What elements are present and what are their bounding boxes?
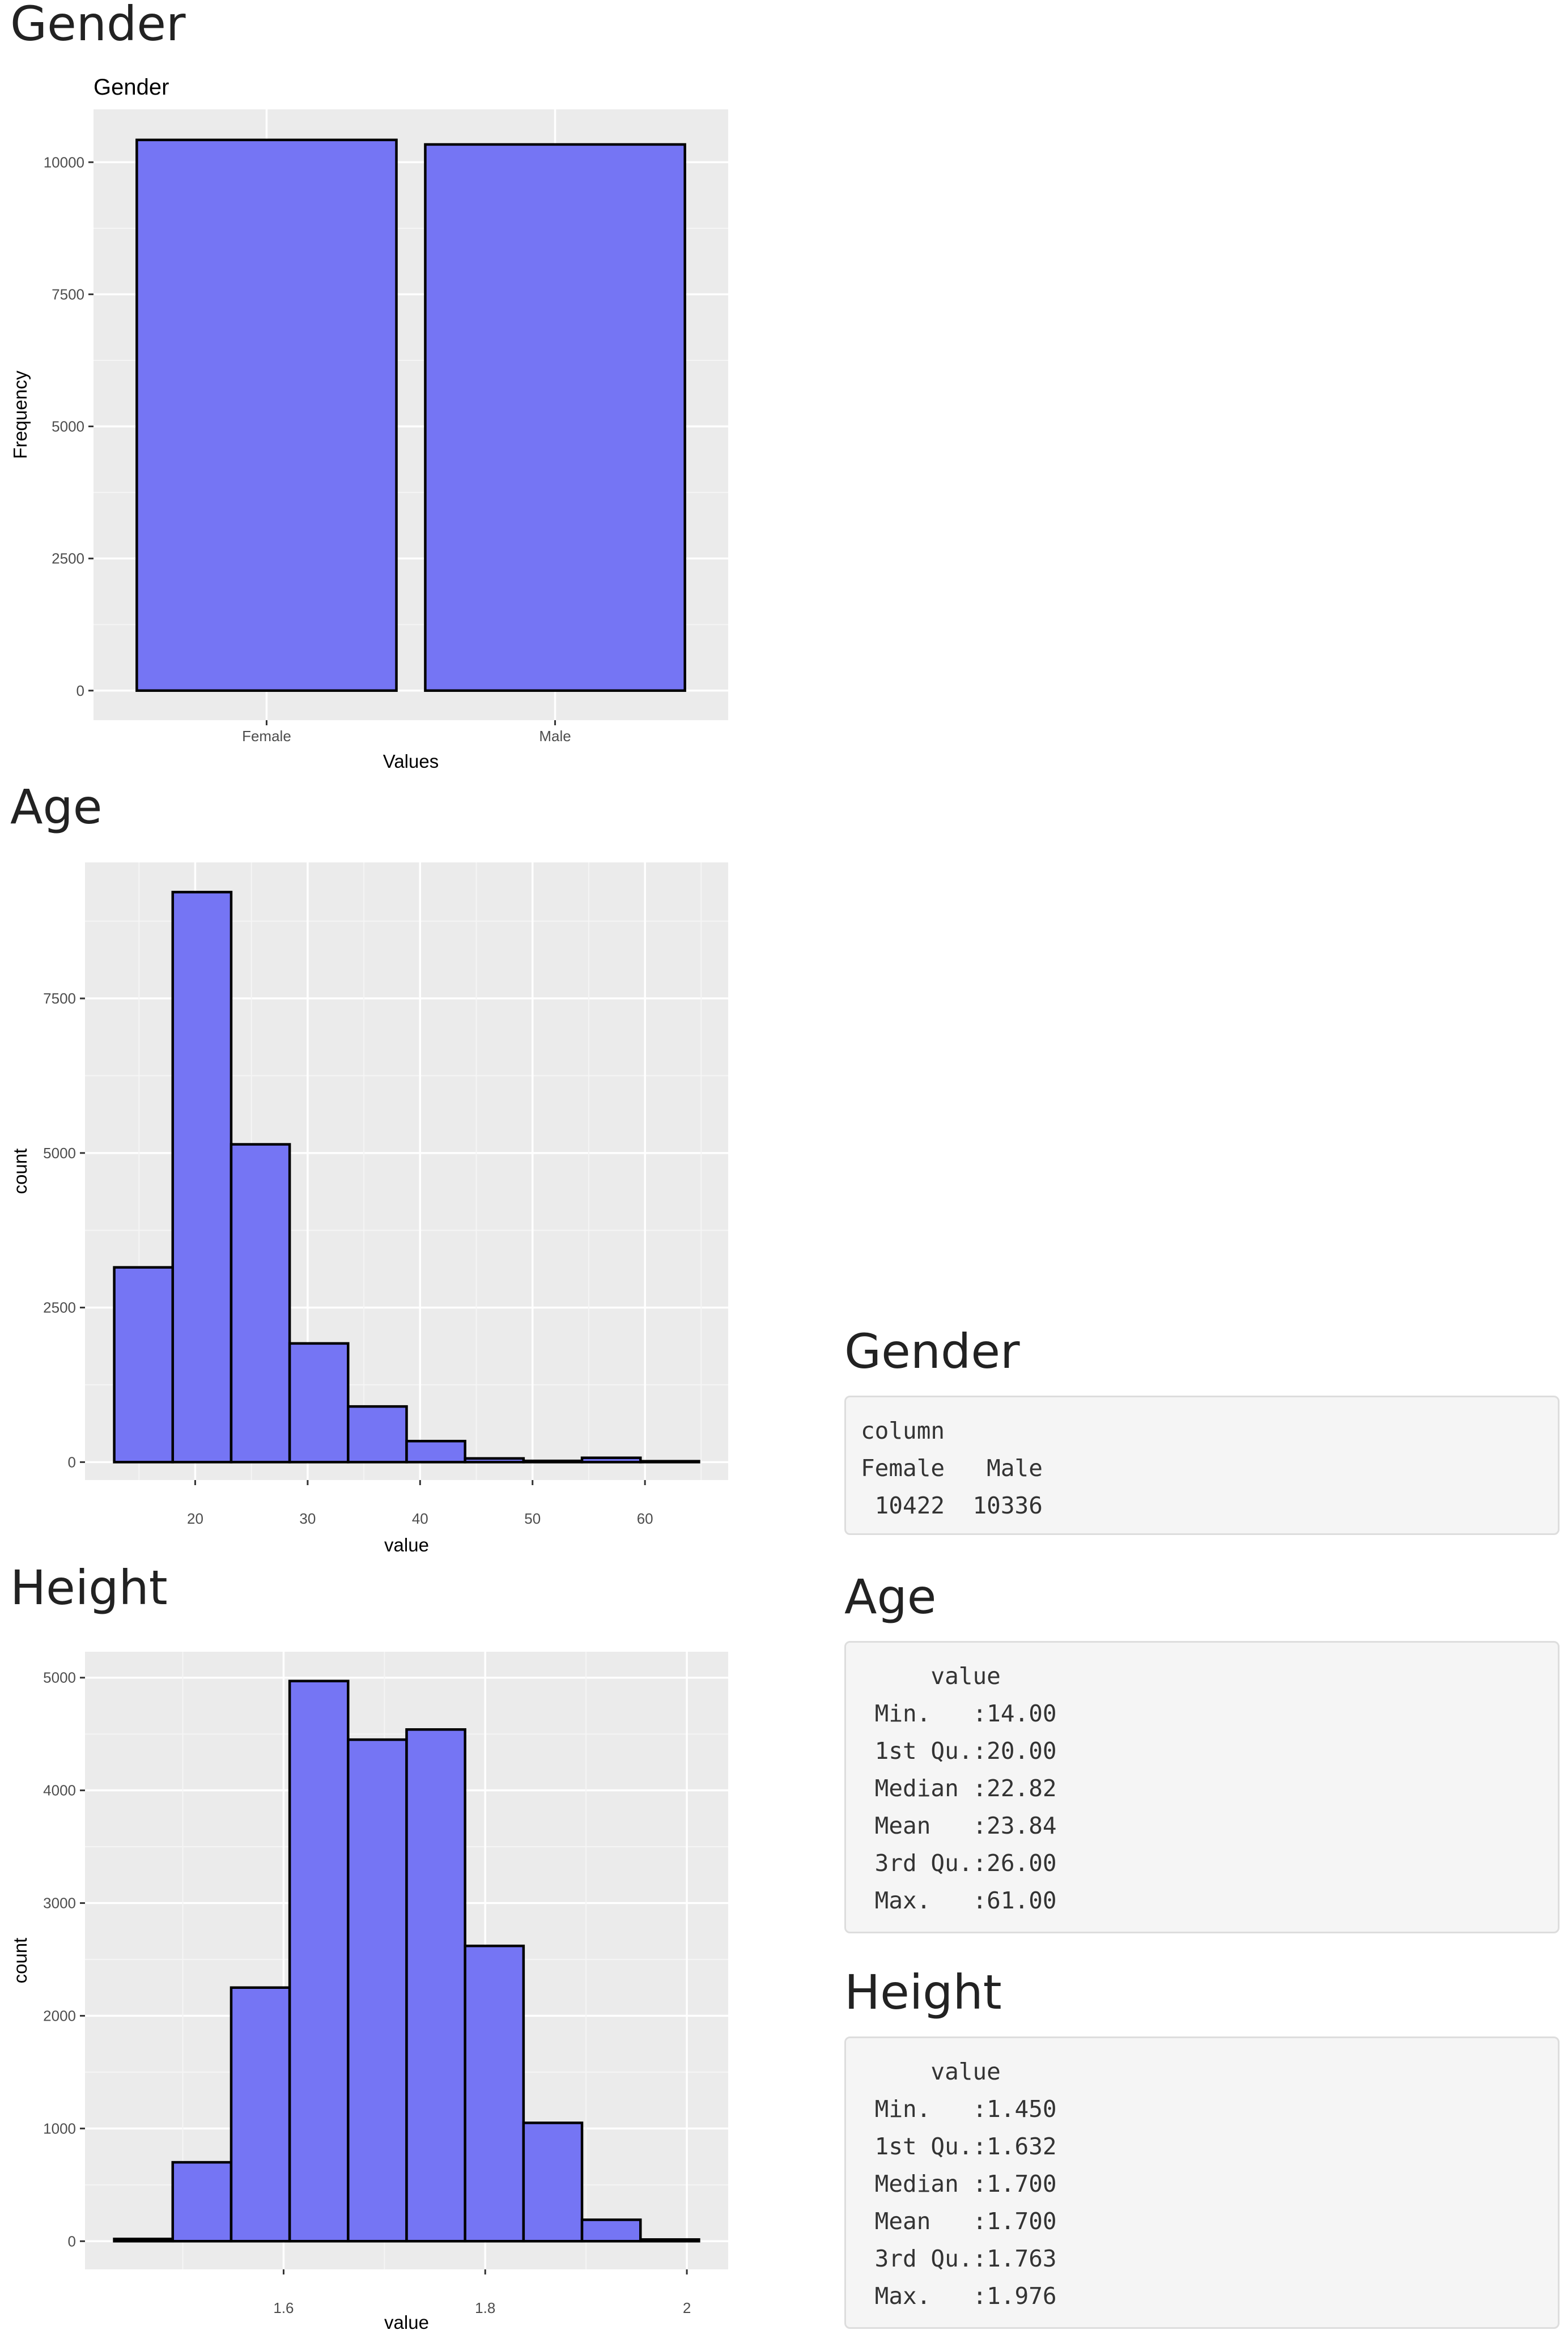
histogram-bar	[464, 1944, 525, 2243]
histogram-bar	[113, 1266, 175, 1464]
age-summary-heading: Age	[844, 1569, 937, 1625]
height-histogram: 0 1000 2000 3000 4000 5000 1.6 1.8 2 value count	[10, 1652, 728, 2330]
histogram-bar	[580, 2218, 642, 2243]
age-plot-heading: Age	[10, 779, 103, 835]
histogram-bar	[639, 1460, 700, 1464]
x-tick-label: 20	[187, 1510, 203, 1527]
x-tick-label-male: Male	[539, 728, 571, 745]
x-tick-label: 30	[299, 1510, 316, 1527]
y-tick-label: 2500	[52, 550, 84, 567]
gender-plot-heading: Gender	[10, 0, 186, 52]
y-tick-label: 2500	[43, 1299, 76, 1316]
histogram-bar	[171, 891, 233, 1464]
bar-female	[135, 138, 398, 692]
x-axis-title: value	[384, 1534, 429, 1555]
height-plot-heading: Height	[10, 1560, 168, 1615]
y-tick-label: 5000	[43, 1145, 76, 1162]
y-axis-title: count	[10, 1938, 31, 1984]
histogram-bar	[522, 1459, 584, 1464]
histogram-bar	[639, 2238, 700, 2243]
x-axis-title: Values	[383, 751, 439, 772]
y-tick-label: 3000	[43, 1895, 76, 1912]
x-tick-label-female: Female	[242, 728, 291, 745]
y-axis-title: count	[10, 1149, 31, 1194]
y-tick-label: 0	[68, 1453, 76, 1470]
y-tick-label: 5000	[43, 1669, 76, 1686]
x-tick-label: 1.6	[273, 2299, 294, 2316]
histogram-bar	[580, 1456, 642, 1464]
gender-chart-title: Gender	[94, 75, 169, 100]
y-tick-label: 0	[77, 682, 84, 699]
height-summary-output: value Min. :1.450 1st Qu.:1.632 Median :…	[844, 2036, 1559, 2329]
age-summary-output: value Min. :14.00 1st Qu.:20.00 Median :…	[844, 1641, 1559, 1933]
histogram-bar	[405, 1440, 466, 1464]
x-tick-label: 40	[412, 1510, 428, 1527]
x-tick-label: 60	[637, 1510, 653, 1527]
x-axis-title: value	[384, 2312, 429, 2330]
y-tick-label: 0	[68, 2233, 76, 2250]
gender-summary-output: column Female Male 10422 10336	[844, 1396, 1559, 1535]
height-chart-plot: 0 1000 2000 3000 4000 5000 1.6 1.8 2 value count	[10, 1652, 728, 2330]
histogram-bar	[347, 1738, 408, 2243]
y-tick-label: 4000	[43, 1782, 76, 1799]
x-tick-label: 50	[524, 1510, 541, 1527]
gender-summary-heading: Gender	[844, 1324, 1020, 1379]
histogram-bar	[171, 2161, 233, 2243]
histogram-bar	[522, 2121, 584, 2243]
histogram-bar	[464, 1457, 525, 1464]
y-tick-label: 5000	[52, 418, 84, 435]
gender-chart-plot: 0 2500 5000 7500 10000 Female Male Values Freque…	[10, 109, 728, 772]
bar-male	[424, 143, 686, 692]
y-tick-label: 7500	[52, 286, 84, 303]
y-tick-label: 7500	[43, 990, 76, 1007]
histogram-bar	[288, 1680, 350, 2243]
x-tick-label: 2	[683, 2299, 691, 2316]
histogram-bar	[347, 1405, 408, 1464]
histogram-bar	[230, 1143, 291, 1464]
histogram-bar	[230, 1986, 291, 2243]
y-tick-label: 2000	[43, 2007, 76, 2024]
age-histogram: 0 2500 5000 7500 20 30 40 50 60 value count	[10, 862, 728, 1555]
y-tick-label: 10000	[44, 154, 84, 171]
gender-bar-chart: Gender 0 2500 5000 7500 10000 Female Male Value…	[10, 75, 728, 772]
age-chart-plot: 0 2500 5000 7500 20 30 40 50 60 value count	[10, 862, 728, 1555]
y-axis-title: Frequency	[10, 371, 31, 459]
histogram-bar	[113, 2238, 175, 2243]
histogram-bar	[405, 1728, 466, 2243]
x-tick-label: 1.8	[475, 2299, 495, 2316]
histogram-bar	[288, 1342, 350, 1464]
height-summary-heading: Height	[844, 1965, 1002, 2020]
y-tick-label: 1000	[43, 2120, 76, 2137]
